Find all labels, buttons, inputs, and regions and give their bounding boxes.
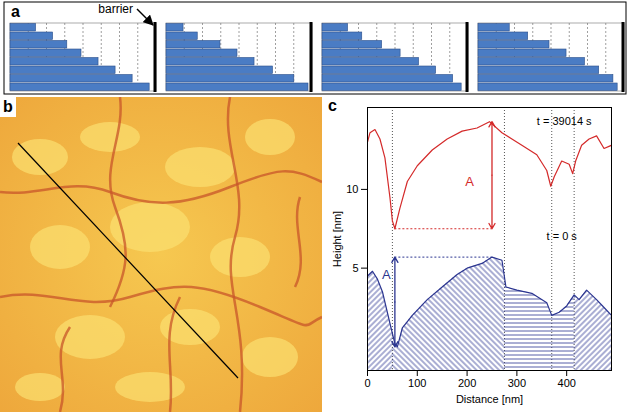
svg-text:400: 400: [558, 377, 576, 389]
html-text:c: c: [328, 97, 337, 114]
svg-text:b: b: [3, 98, 13, 115]
svg-text:a: a: [11, 3, 20, 20]
svg-text:barrier: barrier: [98, 2, 133, 16]
svg-text:t = 39014 s: t = 39014 s: [537, 115, 592, 127]
svg-text:t = 0 s: t = 0 s: [547, 230, 578, 242]
svg-text:Distance [nm]: Distance [nm]: [456, 393, 523, 405]
svg-text:0: 0: [364, 377, 370, 389]
svg-text:10: 10: [346, 183, 358, 195]
svg-text:5: 5: [352, 262, 358, 274]
svg-text:100: 100: [408, 377, 426, 389]
svg-text:A: A: [382, 267, 391, 282]
svg-text:A: A: [465, 174, 474, 189]
svg-text:300: 300: [508, 377, 526, 389]
svg-text:200: 200: [458, 377, 476, 389]
svg-text:Height [nm]: Height [nm]: [331, 211, 343, 267]
